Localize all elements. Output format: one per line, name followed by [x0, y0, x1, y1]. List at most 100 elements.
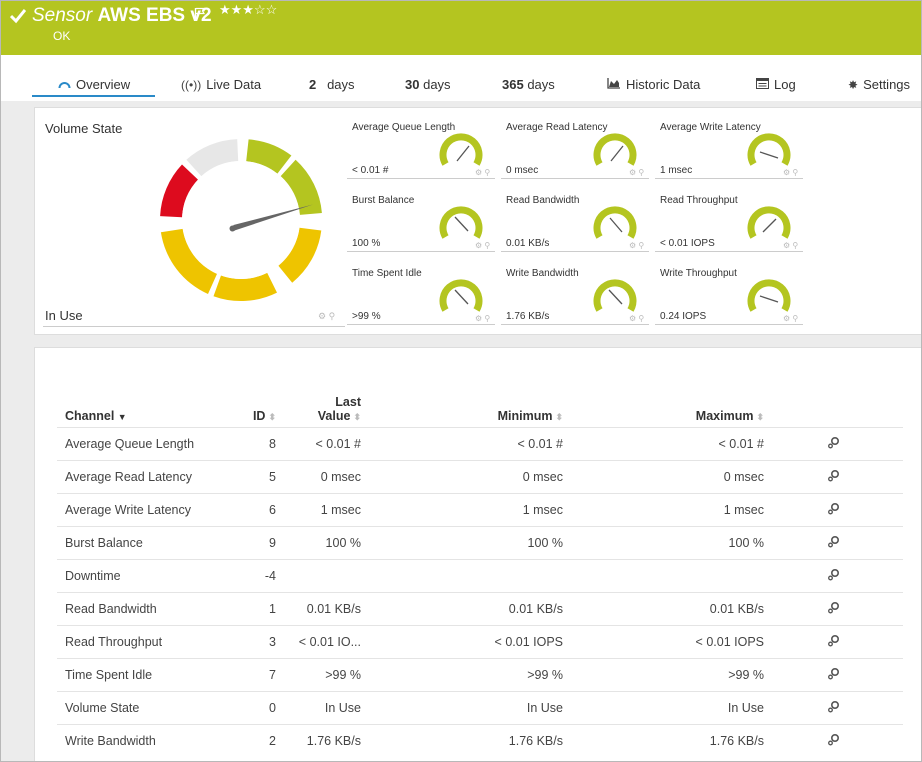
- channel-name[interactable]: Read Bandwidth: [57, 591, 232, 625]
- volume-state-tools[interactable]: ⚙ ⚲: [318, 311, 336, 321]
- gauge-average-read-latency[interactable]: Average Read Latency 0 msec ⚙ ⚲: [501, 108, 649, 179]
- channel-settings[interactable]: [764, 723, 903, 757]
- channel-name[interactable]: Average Read Latency: [57, 459, 232, 493]
- gauge-read-throughput[interactable]: Read Throughput < 0.01 IOPS ⚙ ⚲: [655, 181, 803, 252]
- overview-icon: [58, 78, 71, 92]
- channel-name[interactable]: Burst Balance: [57, 525, 232, 559]
- gauge-tools[interactable]: ⚙ ⚲: [783, 241, 799, 250]
- col-value-label: Value: [317, 408, 351, 423]
- gauge-tools[interactable]: ⚙ ⚲: [475, 168, 491, 177]
- channel-settings-icon: [828, 601, 840, 613]
- gauge-write-throughput[interactable]: Write Throughput 0.24 IOPS ⚙ ⚲: [655, 254, 803, 325]
- tab-overview[interactable]: Overview: [58, 77, 130, 92]
- gauge-label: Write Throughput: [660, 268, 737, 279]
- tab-365-days[interactable]: 365 days: [502, 77, 555, 92]
- gauge-tools[interactable]: ⚙ ⚲: [475, 314, 491, 323]
- gauge-tools[interactable]: ⚙ ⚲: [629, 314, 645, 323]
- table-row[interactable]: Read Throughput 3 < 0.01 IO... < 0.01 IOPS <…: [57, 624, 903, 658]
- channel-name[interactable]: Downtime: [57, 558, 232, 592]
- tab-log[interactable]: Log: [756, 77, 796, 92]
- gauge-average-queue-length[interactable]: Average Queue Length < 0.01 # ⚙ ⚲: [347, 108, 495, 179]
- table-row[interactable]: Burst Balance 9 100 % 100 % 100 %: [57, 525, 903, 559]
- table-row[interactable]: Volume State 0 In Use In Use In Use: [57, 690, 903, 724]
- col-id[interactable]: ID ⬍: [232, 390, 276, 427]
- col-minimum[interactable]: Minimum ⬍: [361, 390, 563, 427]
- tab-live-data[interactable]: ((•)) Live Data: [181, 77, 261, 92]
- gauge-divider: [655, 324, 803, 325]
- sort-icon: ⬍: [756, 411, 764, 422]
- priority-stars[interactable]: ★★★☆☆: [219, 2, 278, 17]
- channel-settings[interactable]: [764, 426, 903, 460]
- gauge-write-bandwidth[interactable]: Write Bandwidth 1.76 KB/s ⚙ ⚲: [501, 254, 649, 325]
- volume-state-title: Volume State: [45, 121, 123, 136]
- channel-name[interactable]: Average Queue Length: [57, 426, 232, 460]
- gauge-label: Average Read Latency: [506, 122, 608, 133]
- tab-historic-data[interactable]: Historic Data: [607, 77, 700, 92]
- gauge-label: Read Bandwidth: [506, 195, 580, 206]
- gauge-value: < 0.01 #: [352, 165, 389, 176]
- channel-settings[interactable]: [764, 525, 903, 559]
- table-row[interactable]: Average Queue Length 8 < 0.01 # < 0.01 # < 0…: [57, 426, 903, 460]
- channel-minimum: In Use: [361, 690, 563, 724]
- flag-icon[interactable]: [194, 7, 206, 20]
- channel-name[interactable]: Volume State: [57, 690, 232, 724]
- gauge-burst-balance[interactable]: Burst Balance 100 % ⚙ ⚲: [347, 181, 495, 252]
- sort-desc-icon: ▼: [117, 411, 127, 422]
- gauge-tools[interactable]: ⚙ ⚲: [783, 168, 799, 177]
- channel-name[interactable]: Read Throughput: [57, 624, 232, 658]
- channel-settings-icon: [828, 469, 840, 481]
- tab-30-days[interactable]: 30 days: [405, 77, 451, 92]
- channel-maximum: < 0.01 IOPS: [563, 624, 764, 658]
- channel-settings[interactable]: [764, 459, 903, 493]
- table-row[interactable]: Downtime -4: [57, 558, 903, 592]
- sensor-title-prefix: Sensor: [32, 5, 93, 26]
- channel-id: 5: [232, 459, 276, 493]
- table-row[interactable]: Average Write Latency 6 1 msec 1 msec 1 msec: [57, 492, 903, 526]
- channel-last-value: In Use: [276, 690, 361, 724]
- tab-2-days[interactable]: 2 days: [309, 77, 355, 92]
- gauge-tools[interactable]: ⚙ ⚲: [475, 241, 491, 250]
- channels-panel: Channel ▼ ID ⬍ Last Value ⬍ Minimum ⬍ Maximu…: [34, 347, 921, 761]
- col-channel[interactable]: Channel ▼: [57, 390, 232, 427]
- gauge-read-bandwidth[interactable]: Read Bandwidth 0.01 KB/s ⚙ ⚲: [501, 181, 649, 252]
- chart-icon: [607, 78, 621, 92]
- gauge-divider: [655, 178, 803, 179]
- gauge-value: 0.24 IOPS: [660, 311, 707, 322]
- channel-settings[interactable]: [764, 624, 903, 658]
- gauge-average-write-latency[interactable]: Average Write Latency 1 msec ⚙ ⚲: [655, 108, 803, 179]
- sensor-header: Sensor AWS EBS v2 ★★★☆☆ OK: [1, 1, 921, 55]
- channel-settings[interactable]: [764, 591, 903, 625]
- table-row[interactable]: Write Bandwidth 2 1.76 KB/s 1.76 KB/s 1.76 K…: [57, 723, 903, 757]
- gear-icon: ✸: [848, 78, 859, 92]
- gauge-label: Burst Balance: [352, 195, 415, 206]
- channel-settings-icon: [828, 700, 840, 712]
- overview-gauges-panel: Volume State In Use ⚙ ⚲ Average Queue Le…: [34, 107, 921, 335]
- channel-settings[interactable]: [764, 558, 903, 592]
- table-row[interactable]: Average Read Latency 5 0 msec 0 msec 0 msec: [57, 459, 903, 493]
- channel-maximum: 0 msec: [563, 459, 764, 493]
- sensor-title-name: AWS EBS v2: [97, 5, 212, 26]
- gauge-tools[interactable]: ⚙ ⚲: [783, 314, 799, 323]
- gauge-time-spent-idle[interactable]: Time Spent Idle >99 % ⚙ ⚲: [347, 254, 495, 325]
- channel-name[interactable]: Time Spent Idle: [57, 657, 232, 691]
- tab-2-days-number: 2: [309, 77, 317, 92]
- channel-settings-icon: [828, 634, 840, 646]
- gauge-tools[interactable]: ⚙ ⚲: [629, 168, 645, 177]
- tab-2-days-label: days: [327, 77, 355, 92]
- channel-settings[interactable]: [764, 690, 903, 724]
- channel-settings-icon: [828, 502, 840, 514]
- channel-name[interactable]: Average Write Latency: [57, 492, 232, 526]
- tab-30-days-number: 30: [405, 77, 420, 92]
- tab-settings[interactable]: ✸ Settings: [848, 77, 910, 92]
- table-row[interactable]: Time Spent Idle 7 >99 % >99 % >99 %: [57, 657, 903, 691]
- col-last-value[interactable]: Last Value ⬍: [276, 390, 361, 427]
- channel-settings[interactable]: [764, 657, 903, 691]
- channel-settings[interactable]: [764, 492, 903, 526]
- col-maximum[interactable]: Maximum ⬍: [563, 390, 764, 427]
- gauge-tools[interactable]: ⚙ ⚲: [629, 241, 645, 250]
- table-row[interactable]: Read Bandwidth 1 0.01 KB/s 0.01 KB/s 0.01 KB…: [57, 591, 903, 625]
- channel-maximum: 0.01 KB/s: [563, 591, 764, 625]
- channel-name[interactable]: Write Bandwidth: [57, 723, 232, 757]
- gauge-value: 1 msec: [660, 165, 693, 176]
